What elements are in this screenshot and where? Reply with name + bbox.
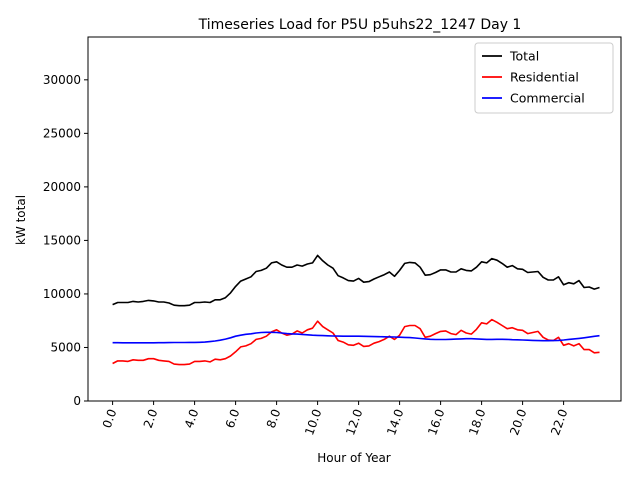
y-tick-label: 25000	[43, 126, 81, 140]
legend: Total Residential Commercial	[474, 42, 614, 114]
y-tick-label: 0	[73, 394, 81, 408]
y-tick-label: 10000	[43, 287, 81, 301]
legend-label-commercial: Commercial	[510, 91, 585, 106]
legend-box	[474, 42, 614, 114]
x-tick-label: 4.0	[182, 407, 202, 430]
legend-label-total: Total	[509, 49, 539, 64]
x-tick-label: 8.0	[264, 407, 284, 430]
x-axis-title: Hour of Year	[317, 451, 391, 465]
series-line-commercial	[112, 331, 600, 344]
axes-frame	[87, 36, 622, 402]
y-axis-title: kW total	[14, 195, 28, 245]
x-tick-label: 0.0	[100, 407, 120, 430]
y-tick-label: 5000	[50, 340, 81, 354]
series-line-residential	[112, 318, 600, 366]
x-tick-label: 6.0	[223, 407, 243, 430]
chart-title: Timeseries Load for P5U p5uhs22_1247 Day…	[198, 17, 522, 33]
x-tick-label: 2.0	[141, 407, 161, 430]
legend-label-residential: Residential	[510, 70, 579, 85]
y-tick-label: 20000	[43, 180, 81, 194]
y-tick-label: 30000	[43, 73, 81, 87]
plot-area: 0.0 2.0 4.0 6.0 8.0 10.0 12.0 14.0 16.0 18.0 20.0 2…	[43, 36, 622, 437]
series-line-total	[112, 254, 600, 307]
y-tick-label: 15000	[43, 233, 81, 247]
